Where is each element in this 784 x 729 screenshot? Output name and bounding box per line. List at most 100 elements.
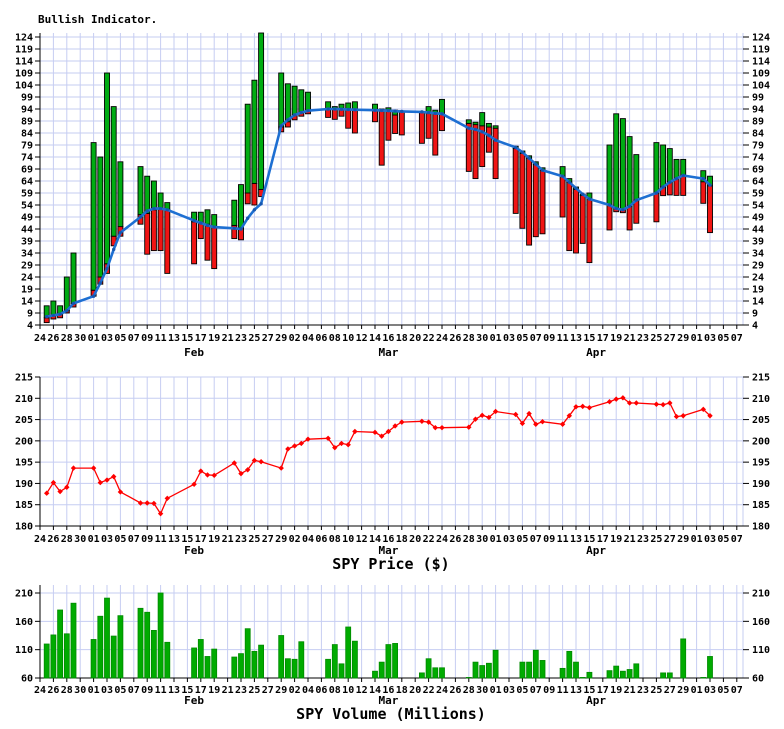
- x-tick-label: 11: [557, 534, 569, 545]
- x-tick-label: 02: [289, 333, 301, 344]
- indicator-bar-down: [485, 126, 492, 153]
- price-marker: [660, 401, 666, 408]
- price-marker: [479, 412, 485, 419]
- x-tick-label: 30: [74, 534, 86, 545]
- x-tick-label: 10: [342, 333, 354, 344]
- y-tick-label-right: 49: [752, 213, 764, 224]
- volume-bar: [432, 667, 439, 679]
- ma-marker: [627, 204, 632, 208]
- y-tick-label-left: 205: [15, 415, 33, 426]
- indicator-bar-down: [579, 194, 586, 244]
- x-tick-label: 12: [356, 534, 368, 545]
- indicator-bar-down: [425, 112, 432, 139]
- volume-bar: [63, 633, 70, 679]
- x-tick-label: 17: [597, 685, 609, 696]
- price-marker: [606, 398, 613, 405]
- price-marker: [211, 472, 217, 479]
- x-tick-label: 19: [208, 534, 220, 545]
- ma-marker: [152, 206, 156, 211]
- month-label: Mar: [378, 544, 398, 557]
- volume-bar: [338, 663, 345, 679]
- x-tick-label: 01: [88, 685, 100, 696]
- ma-line: [46, 107, 711, 318]
- y-tick-label-right: 210: [752, 394, 770, 405]
- price-marker: [519, 420, 526, 427]
- price-marker: [466, 424, 472, 430]
- x-tick-label: 06: [315, 333, 327, 344]
- price-marker: [258, 459, 264, 465]
- price-marker: [204, 472, 211, 478]
- price-marker: [191, 481, 197, 487]
- volume-bar: [539, 660, 546, 679]
- y-tick-label-right: 104: [752, 81, 770, 92]
- indicator-bar-up: [63, 276, 70, 312]
- price-marker: [278, 465, 284, 471]
- x-tick-label: 19: [208, 685, 220, 696]
- ma-marker: [380, 108, 384, 113]
- price-marker: [345, 441, 351, 448]
- indicator-bar-down: [372, 109, 378, 123]
- x-tick-label: 17: [195, 333, 207, 344]
- indicator-bar-down: [573, 188, 579, 254]
- price-marker: [137, 500, 144, 506]
- indicator-bar-down: [157, 208, 164, 252]
- ma-marker: [581, 192, 585, 196]
- x-tick-label: 23: [235, 685, 247, 696]
- price-marker: [57, 488, 63, 495]
- x-tick-label: 09: [141, 685, 153, 696]
- x-tick-label: 07: [128, 685, 140, 696]
- x-tick-label: 21: [222, 685, 234, 696]
- x-tick-label: 24: [34, 333, 46, 344]
- y-tick-label-right: 185: [752, 500, 770, 511]
- indicator-bar-down: [244, 192, 251, 205]
- indicator-bar-down: [432, 113, 439, 156]
- volume-bar: [573, 661, 579, 679]
- indicator-bar-down: [251, 182, 258, 206]
- indicator-bar-down: [43, 317, 50, 324]
- volume-bar: [157, 592, 164, 679]
- y-tick-label-right: 60: [752, 674, 764, 685]
- x-tick-label: 06: [315, 534, 327, 545]
- ma-marker: [246, 216, 250, 220]
- volume-bar: [418, 672, 425, 679]
- x-tick-label: 07: [530, 685, 542, 696]
- x-tick-label: 03: [503, 333, 515, 344]
- month-label: Apr: [586, 346, 606, 359]
- x-tick-label: 16: [382, 685, 394, 696]
- x-tick-label: 02: [289, 685, 301, 696]
- indicator-bar-up: [238, 184, 244, 229]
- indicator-bar-up: [606, 144, 613, 206]
- ma-marker: [65, 308, 69, 313]
- price-marker: [653, 401, 660, 407]
- x-tick-label: 17: [597, 333, 609, 344]
- ma-marker: [386, 108, 391, 113]
- price-marker: [513, 411, 519, 418]
- volume-bar: [197, 639, 204, 679]
- y-tick-label-right: 34: [752, 249, 764, 260]
- x-tick-label: 19: [610, 685, 622, 696]
- x-tick-label: 21: [624, 534, 636, 545]
- ma-marker: [621, 208, 625, 212]
- volume-bar: [211, 648, 218, 679]
- indicator-bar-up: [211, 214, 218, 228]
- ma-marker: [326, 107, 330, 111]
- indicator-bar-down: [144, 212, 151, 255]
- ma-marker: [105, 266, 109, 271]
- volume-bar: [43, 643, 50, 679]
- y-tick-label-right: 99: [752, 93, 764, 104]
- volume-bar: [378, 661, 385, 679]
- volume-bar: [660, 672, 666, 679]
- indicator-bar-down: [472, 124, 479, 180]
- x-tick-label: 15: [181, 685, 193, 696]
- x-tick-label: 26: [47, 333, 59, 344]
- y-tick-label-left: 215: [15, 373, 33, 384]
- y-tick-label-left: 99: [21, 93, 33, 104]
- x-tick-label: 25: [248, 685, 260, 696]
- indicator-bar-down: [150, 209, 157, 252]
- ma-marker: [299, 110, 303, 115]
- indicator-bar-down: [351, 109, 358, 134]
- ma-marker: [420, 110, 424, 114]
- ma-marker: [346, 107, 350, 112]
- x-tick-label: 15: [181, 333, 193, 344]
